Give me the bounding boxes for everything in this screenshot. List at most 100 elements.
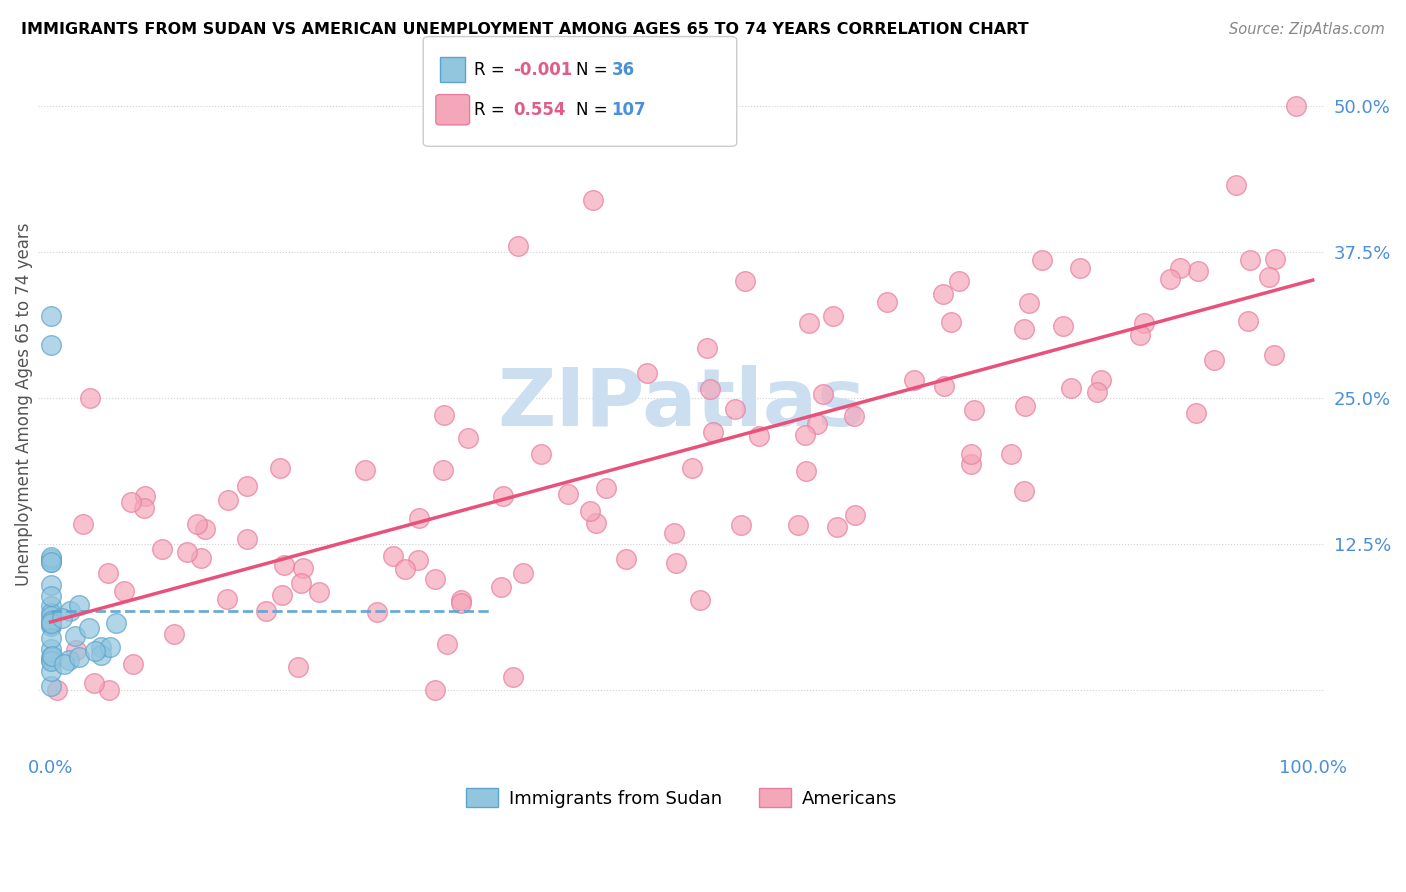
Point: [699, 382, 721, 396]
Point: [290, 576, 312, 591]
Point: [734, 274, 756, 288]
Point: [65, 643, 87, 657]
Point: [39, 654, 62, 668]
Point: [530, 447, 553, 461]
Point: [433, 408, 456, 422]
Point: [432, 463, 454, 477]
Point: [1258, 269, 1281, 284]
Point: [489, 580, 512, 594]
Point: [436, 636, 458, 650]
Point: [1090, 373, 1112, 387]
Point: [1069, 260, 1091, 275]
Point: [354, 463, 377, 477]
Point: [150, 542, 173, 557]
Point: [1159, 271, 1181, 285]
Point: [39, 552, 62, 566]
Point: [39, 549, 62, 564]
Point: [1132, 316, 1154, 330]
Point: [176, 545, 198, 559]
Point: [120, 495, 142, 509]
Point: [876, 294, 898, 309]
Point: [557, 487, 579, 501]
Point: [83, 676, 105, 690]
Point: [39, 653, 62, 667]
Point: [163, 627, 186, 641]
Point: [79, 621, 101, 635]
Point: [79, 391, 101, 405]
Point: [39, 589, 62, 603]
Point: [287, 660, 309, 674]
Point: [1263, 348, 1285, 362]
Point: [84, 644, 107, 658]
Point: [1129, 328, 1152, 343]
Point: [39, 577, 62, 591]
Point: [67, 598, 90, 612]
Point: [63, 629, 86, 643]
Point: [90, 648, 112, 662]
Point: [689, 593, 711, 607]
Point: [39, 614, 62, 628]
Point: [39, 615, 62, 630]
Point: [787, 518, 810, 533]
Point: [1060, 381, 1083, 395]
Point: [1237, 314, 1260, 328]
Point: [53, 657, 76, 671]
Point: [67, 649, 90, 664]
Point: [1012, 484, 1035, 499]
Text: N =: N =: [576, 101, 613, 119]
Point: [806, 417, 828, 432]
Point: [1187, 264, 1209, 278]
Point: [799, 316, 821, 330]
Point: [585, 516, 607, 530]
Point: [39, 555, 62, 569]
Point: [842, 409, 865, 423]
Point: [271, 588, 294, 602]
Point: [582, 193, 605, 207]
Point: [506, 239, 529, 253]
Point: [662, 526, 685, 541]
Point: [502, 670, 524, 684]
Point: [46, 682, 69, 697]
Point: [291, 560, 314, 574]
Point: [931, 287, 953, 301]
Point: [215, 592, 238, 607]
Point: [406, 553, 429, 567]
Point: [269, 461, 291, 475]
Point: [39, 609, 62, 624]
Point: [97, 566, 120, 580]
Point: [450, 592, 472, 607]
Point: [193, 522, 215, 536]
Point: [1018, 295, 1040, 310]
Point: [273, 558, 295, 572]
Point: [382, 549, 405, 563]
Point: [948, 274, 970, 288]
Point: [636, 367, 658, 381]
Point: [217, 493, 239, 508]
Point: [492, 489, 515, 503]
Point: [1225, 178, 1247, 192]
Point: [579, 504, 602, 518]
Point: [664, 557, 686, 571]
Point: [423, 682, 446, 697]
Point: [1031, 253, 1053, 268]
Point: [394, 562, 416, 576]
Point: [811, 387, 834, 401]
Point: [105, 615, 128, 630]
Point: [960, 447, 983, 461]
Legend: Immigrants from Sudan, Americans: Immigrants from Sudan, Americans: [458, 780, 904, 814]
Point: [366, 605, 388, 619]
Point: [903, 373, 925, 387]
Point: [254, 604, 277, 618]
Point: [58, 653, 80, 667]
Point: [308, 585, 330, 599]
Point: [186, 517, 208, 532]
Point: [939, 314, 962, 328]
Point: [39, 338, 62, 352]
Point: [39, 679, 62, 693]
Point: [963, 402, 986, 417]
Point: [614, 552, 637, 566]
Point: [39, 664, 62, 678]
Point: [132, 500, 155, 515]
Text: ZIPatlas: ZIPatlas: [498, 365, 866, 442]
Point: [512, 566, 534, 581]
